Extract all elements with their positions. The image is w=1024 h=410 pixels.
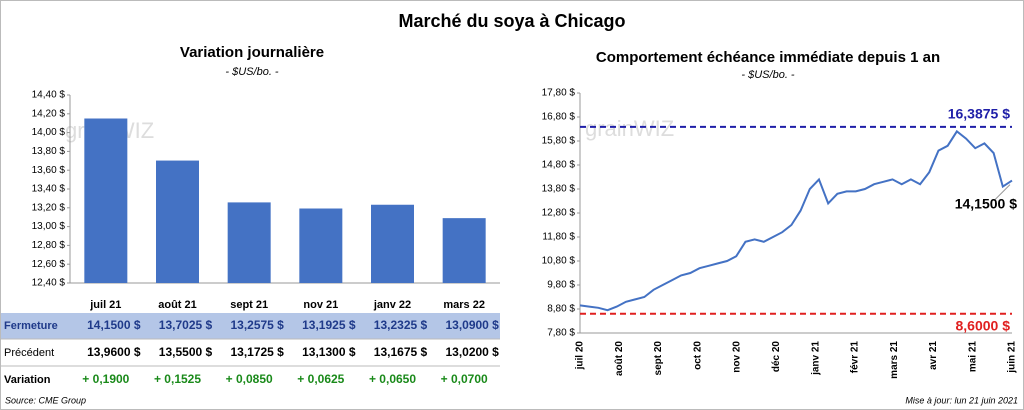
watermark: grainWIZ bbox=[585, 116, 674, 141]
last-value-label: 14,1500 $ bbox=[955, 195, 1017, 211]
chart-title: Comportement échéance immédiate depuis 1… bbox=[596, 49, 940, 66]
table-cell: + 0,1525 bbox=[154, 372, 201, 386]
x-tick-label: avr 21 bbox=[928, 341, 939, 370]
x-tick-label: févr 21 bbox=[850, 341, 861, 374]
row-highlight bbox=[1, 313, 500, 339]
table-cell: 13,1725 $ bbox=[230, 345, 284, 359]
x-tick-label: juil 20 bbox=[575, 341, 586, 371]
x-tick-label: mars 21 bbox=[889, 341, 900, 379]
y-tick-label: 17,80 $ bbox=[542, 88, 576, 99]
chart-subtitle: - $US/bo. - bbox=[225, 66, 279, 78]
y-tick-label: 13,80 $ bbox=[32, 146, 66, 157]
table-cell: 13,2575 $ bbox=[230, 318, 284, 332]
y-tick-label: 9,80 $ bbox=[547, 280, 575, 291]
price-line bbox=[579, 129, 1013, 312]
y-tick-label: 13,00 $ bbox=[32, 221, 66, 232]
x-tick-label: juin 21 bbox=[1007, 341, 1018, 374]
y-tick-label: 13,80 $ bbox=[542, 184, 576, 195]
chart-title: Variation journalière bbox=[180, 44, 324, 61]
table-cell: 13,7025 $ bbox=[159, 318, 213, 332]
x-tick-label: oct 20 bbox=[692, 341, 703, 370]
x-tick-label: déc 20 bbox=[771, 341, 782, 373]
y-tick-label: 8,80 $ bbox=[547, 304, 575, 315]
x-tick-label: nov 20 bbox=[732, 341, 743, 373]
reference-label: 8,6000 $ bbox=[956, 318, 1011, 334]
table-cell: + 0,0625 bbox=[297, 372, 344, 386]
table-cell: 13,1925 $ bbox=[302, 318, 356, 332]
bar bbox=[371, 204, 414, 283]
table-cell: 13,0200 $ bbox=[445, 345, 499, 359]
x-tick-label: sept 20 bbox=[653, 341, 664, 376]
bar bbox=[156, 160, 199, 283]
y-tick-label: 14,40 $ bbox=[32, 90, 66, 101]
x-tick-label: mars 22 bbox=[443, 299, 485, 311]
reference-label: 16,3875 $ bbox=[948, 106, 1010, 122]
y-tick-label: 15,80 $ bbox=[542, 136, 576, 147]
x-tick-label: août 21 bbox=[158, 299, 197, 311]
y-tick-label: 11,80 $ bbox=[542, 232, 575, 243]
y-tick-label: 14,80 $ bbox=[542, 160, 576, 171]
x-tick-label: sept 21 bbox=[230, 299, 268, 311]
y-tick-label: 12,80 $ bbox=[542, 208, 576, 219]
table-cell: 14,1500 $ bbox=[87, 318, 141, 332]
table-cell: + 0,0850 bbox=[226, 372, 273, 386]
updated: Mise à jour: lun 21 juin 2021 bbox=[905, 395, 1018, 405]
y-tick-label: 16,80 $ bbox=[542, 112, 576, 123]
table-cell: + 0,0650 bbox=[369, 372, 416, 386]
x-tick-label: juil 21 bbox=[89, 299, 121, 311]
table-cell: + 0,0700 bbox=[441, 372, 488, 386]
table-cell: 13,2325 $ bbox=[374, 318, 428, 332]
table-cell: + 0,1900 bbox=[82, 372, 129, 386]
y-tick-label: 10,80 $ bbox=[542, 256, 576, 267]
row-header: Précédent bbox=[4, 347, 54, 359]
bar bbox=[84, 118, 128, 283]
table-cell: 13,9600 $ bbox=[87, 345, 141, 359]
chart-subtitle: - $US/bo. - bbox=[741, 69, 795, 81]
y-tick-label: 13,60 $ bbox=[32, 165, 66, 176]
table-cell: 13,5500 $ bbox=[159, 345, 213, 359]
x-tick-label: mai 21 bbox=[967, 341, 978, 373]
source: Source: CME Group bbox=[5, 395, 86, 405]
y-tick-label: 13,20 $ bbox=[32, 202, 66, 213]
bar bbox=[227, 202, 271, 283]
y-tick-label: 14,20 $ bbox=[32, 108, 66, 119]
y-tick-label: 13,40 $ bbox=[32, 184, 66, 195]
table-cell: 13,1300 $ bbox=[302, 345, 356, 359]
bar bbox=[299, 208, 343, 283]
x-tick-label: août 20 bbox=[614, 341, 625, 376]
page-title: Marché du soya à Chicago bbox=[398, 11, 625, 31]
y-tick-label: 12,80 $ bbox=[32, 240, 66, 251]
table-cell: 13,1675 $ bbox=[374, 345, 428, 359]
y-tick-label: 14,00 $ bbox=[32, 127, 66, 138]
leader bbox=[993, 184, 1011, 201]
y-tick-label: 12,40 $ bbox=[32, 278, 66, 289]
table-cell: 13,0900 $ bbox=[445, 318, 499, 332]
x-tick-label: janv 22 bbox=[373, 299, 411, 311]
bar bbox=[442, 218, 486, 283]
row-header: Fermeture bbox=[4, 320, 58, 332]
y-tick-label: 7,80 $ bbox=[547, 328, 575, 339]
x-tick-label: janv 21 bbox=[810, 341, 821, 376]
x-tick-label: nov 21 bbox=[303, 299, 338, 311]
y-tick-label: 12,60 $ bbox=[32, 259, 66, 270]
row-header: Variation bbox=[4, 374, 51, 386]
